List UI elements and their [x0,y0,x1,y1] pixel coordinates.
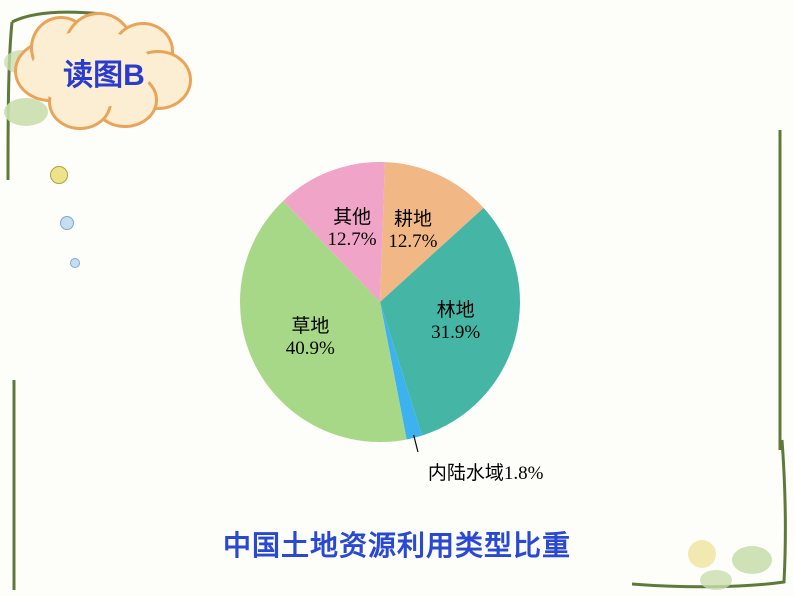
decor-vine-bottom-right [632,434,792,594]
pie-slice-label: 草地40.9% [270,316,350,360]
decor-circle [50,166,68,184]
land-use-pie-chart: 耕地12.7%林地31.9%内陆水域1.8%草地40.9%其他12.7% [200,152,560,452]
pie-leader-line [414,435,422,452]
decor-circle [70,258,80,268]
pie-slice-label: 其他12.7% [312,207,392,251]
badge-cloud: 读图B [14,18,194,118]
pie-slice-label: 林地31.9% [416,300,496,344]
decor-circle [60,216,74,230]
chart-title: 中国土地资源利用类型比重 [0,524,794,564]
pie-callout-label: 内陆水域1.8% [428,458,544,485]
badge-label: 读图B [14,50,194,94]
decor-vine-right [768,130,788,450]
